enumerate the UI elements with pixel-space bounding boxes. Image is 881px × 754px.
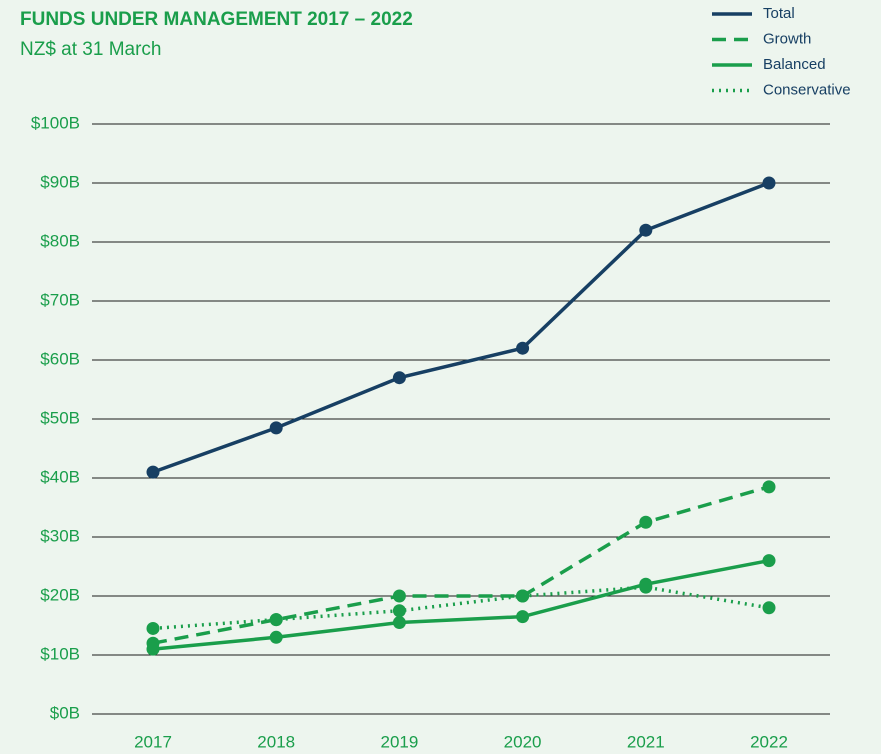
data-point: [269, 630, 283, 644]
chart-title: FUNDS UNDER MANAGEMENT 2017 – 2022: [20, 9, 413, 30]
data-point: [392, 604, 406, 618]
data-point: [516, 341, 530, 355]
data-point: [762, 480, 776, 494]
x-tick-label: 2021: [627, 732, 665, 751]
series-line: [152, 181, 770, 474]
legend-label: Growth: [763, 30, 811, 47]
data-point: [762, 176, 776, 190]
data-point: [392, 616, 406, 630]
data-point: [516, 589, 530, 603]
y-tick-label: $10B: [40, 644, 80, 663]
series-line: [152, 585, 770, 631]
data-point: [146, 621, 160, 635]
data-point: [639, 515, 653, 529]
data-point: [269, 421, 283, 435]
legend-label: Total: [763, 5, 795, 22]
y-tick-label: $90B: [40, 172, 80, 191]
x-tick-label: 2020: [504, 732, 542, 751]
series-line: [152, 558, 770, 651]
data-point: [392, 589, 406, 603]
data-point: [762, 554, 776, 568]
data-point: [269, 613, 283, 627]
x-tick-label: 2017: [134, 732, 172, 751]
y-tick-label: $60B: [40, 349, 80, 368]
data-point: [639, 580, 653, 594]
data-point: [639, 223, 653, 237]
y-tick-label: $0B: [50, 703, 80, 722]
y-tick-label: $40B: [40, 467, 80, 486]
x-tick-label: 2018: [257, 732, 295, 751]
y-tick-label: $70B: [40, 290, 80, 309]
data-point: [392, 371, 406, 385]
legend-label: Balanced: [763, 56, 826, 73]
data-point: [516, 610, 530, 624]
y-tick-label: $50B: [40, 408, 80, 427]
y-tick-label: $80B: [40, 231, 80, 250]
legend-label: Conservative: [763, 81, 851, 98]
data-point: [146, 642, 160, 656]
y-tick-label: $30B: [40, 526, 80, 545]
data-point: [146, 465, 160, 479]
y-tick-label: $100B: [31, 113, 80, 132]
x-tick-label: 2022: [750, 732, 788, 751]
data-point: [762, 601, 776, 615]
chart-subtitle: NZ$ at 31 March: [20, 39, 162, 60]
series-line: [152, 485, 770, 645]
y-tick-label: $20B: [40, 585, 80, 604]
x-tick-label: 2019: [380, 732, 418, 751]
